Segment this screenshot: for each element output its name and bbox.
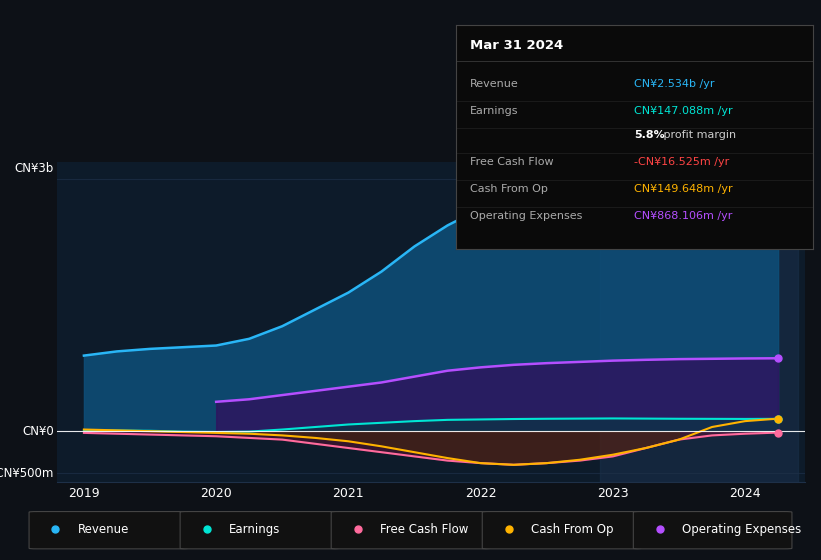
Text: Free Cash Flow: Free Cash Flow bbox=[380, 522, 469, 536]
Text: Earnings: Earnings bbox=[229, 522, 281, 536]
Text: Revenue: Revenue bbox=[78, 522, 130, 536]
Text: CN¥3b: CN¥3b bbox=[15, 162, 53, 175]
FancyBboxPatch shape bbox=[29, 512, 188, 549]
Text: CN¥147.088m /yr: CN¥147.088m /yr bbox=[635, 106, 733, 116]
Text: CN¥868.106m /yr: CN¥868.106m /yr bbox=[635, 211, 732, 221]
Text: CN¥149.648m /yr: CN¥149.648m /yr bbox=[635, 184, 733, 194]
Text: -CN¥500m: -CN¥500m bbox=[0, 466, 53, 480]
Text: CN¥2.534b /yr: CN¥2.534b /yr bbox=[635, 79, 715, 89]
Text: profit margin: profit margin bbox=[660, 130, 736, 141]
Text: CN¥0: CN¥0 bbox=[22, 424, 53, 438]
Text: Operating Expenses: Operating Expenses bbox=[682, 522, 801, 536]
FancyBboxPatch shape bbox=[633, 512, 792, 549]
Text: Cash From Op: Cash From Op bbox=[531, 522, 614, 536]
FancyBboxPatch shape bbox=[331, 512, 490, 549]
Text: -CN¥16.525m /yr: -CN¥16.525m /yr bbox=[635, 157, 730, 167]
Text: Revenue: Revenue bbox=[470, 79, 519, 89]
Text: 5.8%: 5.8% bbox=[635, 130, 665, 141]
Text: Cash From Op: Cash From Op bbox=[470, 184, 548, 194]
Text: Mar 31 2024: Mar 31 2024 bbox=[470, 39, 563, 52]
Text: Earnings: Earnings bbox=[470, 106, 518, 116]
FancyBboxPatch shape bbox=[482, 512, 641, 549]
FancyBboxPatch shape bbox=[180, 512, 339, 549]
Text: Operating Expenses: Operating Expenses bbox=[470, 211, 582, 221]
Text: Free Cash Flow: Free Cash Flow bbox=[470, 157, 553, 167]
Bar bbox=[599, 162, 798, 482]
